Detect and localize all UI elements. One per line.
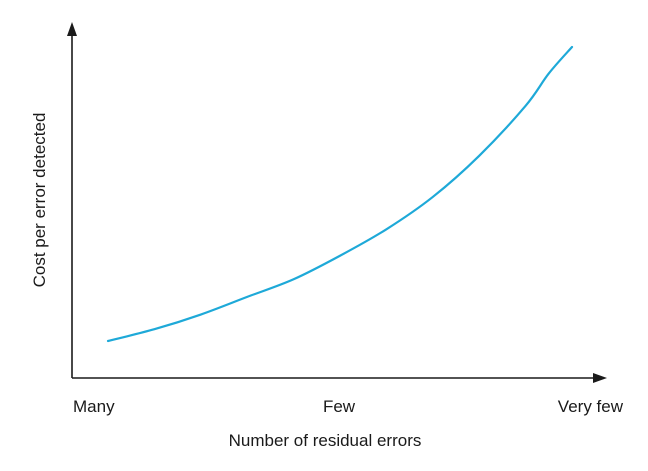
x-tick-label-many: Many	[73, 397, 115, 416]
x-axis-arrow-icon	[593, 373, 607, 383]
cost-curve-line	[106, 45, 574, 343]
x-axis	[72, 373, 607, 383]
x-tick-label-few: Few	[323, 397, 356, 416]
x-tick-label-very-few: Very few	[558, 397, 624, 416]
x-tick-labels: Many Few Very few	[73, 397, 624, 416]
series-layer	[106, 45, 574, 343]
y-axis-title: Cost per error detected	[30, 113, 49, 288]
x-axis-title: Number of residual errors	[229, 431, 422, 450]
y-axis	[67, 22, 77, 378]
y-axis-arrow-icon	[67, 22, 77, 36]
